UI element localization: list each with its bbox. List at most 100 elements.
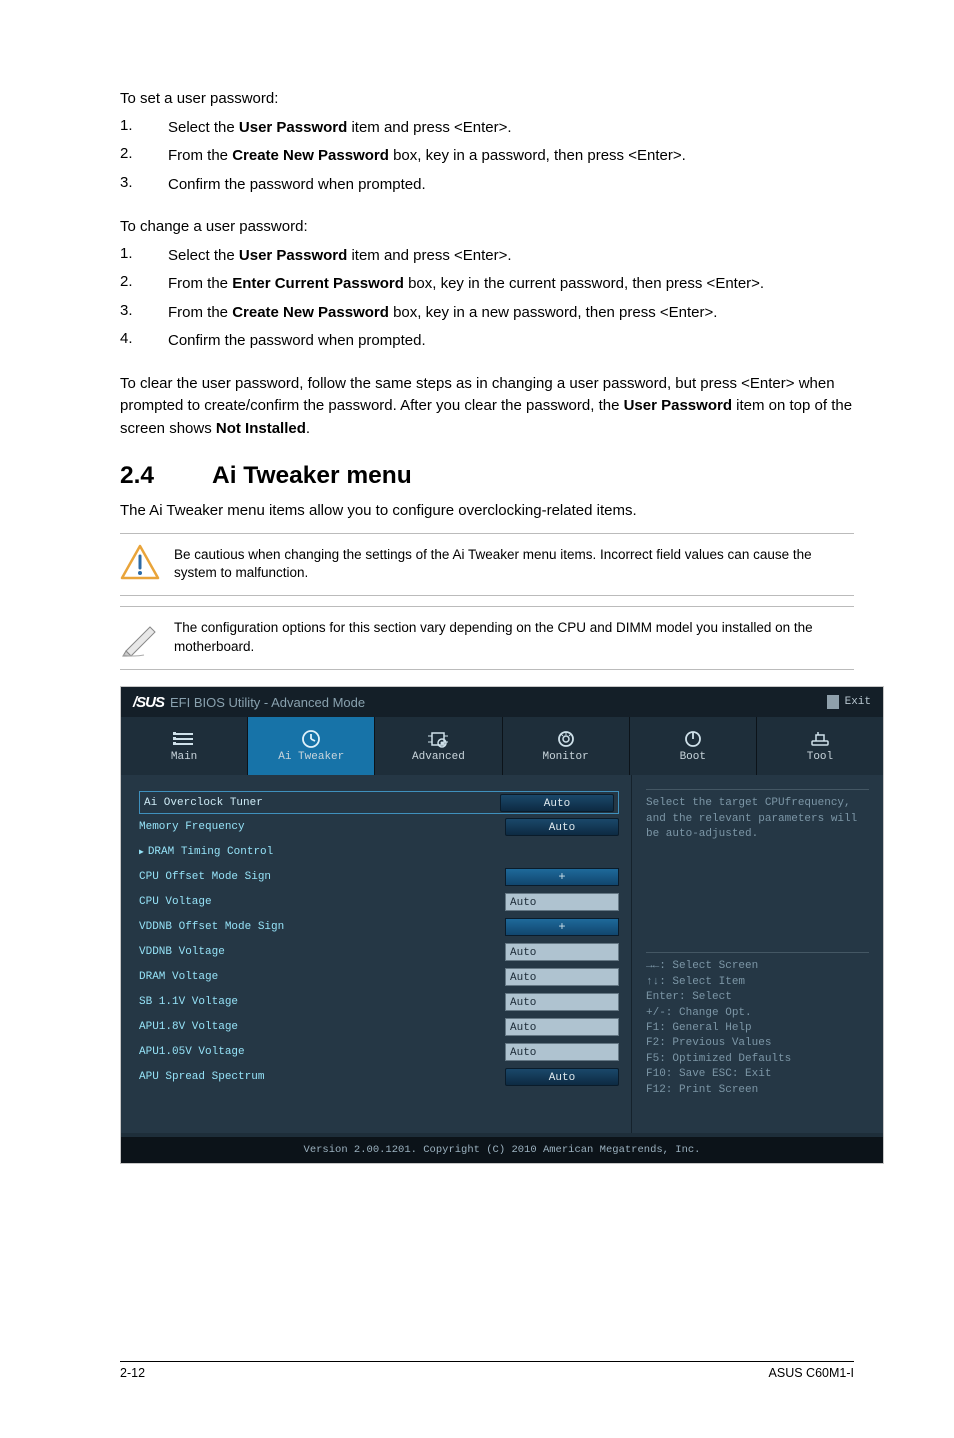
tab-main[interactable]: Main xyxy=(121,717,248,775)
tab-boot[interactable]: Boot xyxy=(630,717,757,775)
setting-value[interactable]: Auto xyxy=(505,1068,619,1086)
page-number: 2-12 xyxy=(120,1366,145,1380)
setting-row[interactable]: APU1.8V VoltageAuto xyxy=(139,1014,619,1039)
setting-row[interactable]: APU1.05V VoltageAuto xyxy=(139,1039,619,1064)
setting-label: APU1.05V Voltage xyxy=(139,1046,505,1058)
setting-label: Ai Overclock Tuner xyxy=(144,797,500,809)
setting-value[interactable]: + xyxy=(505,868,619,886)
bios-header: /SUS EFI BIOS Utility - Advanced Mode Ex… xyxy=(121,687,883,717)
help-line: Enter: Select xyxy=(646,990,869,1005)
step-number: 2. xyxy=(120,145,168,168)
bios-tabs: Main Ai Tweaker Advanced Monitor Boot Tool xyxy=(121,717,883,775)
step-row: 4.Confirm the password when prompted. xyxy=(120,330,854,353)
caution-text: Be cautious when changing the settings o… xyxy=(174,544,854,584)
tool-icon xyxy=(809,730,831,748)
setting-label: VDDNB Voltage xyxy=(139,946,505,958)
bios-footer: Version 2.00.1201. Copyright (C) 2010 Am… xyxy=(121,1137,883,1163)
setting-value[interactable]: Auto xyxy=(505,1018,619,1036)
setting-label: CPU Voltage xyxy=(139,896,505,908)
setting-row[interactable]: VDDNB Offset Mode Sign+ xyxy=(139,914,619,939)
step-row: 3.From the Create New Password box, key … xyxy=(120,302,854,325)
setting-value[interactable]: Auto xyxy=(505,818,619,836)
tab-label: Advanced xyxy=(412,751,465,763)
bios-hint: Select the target CPUfrequency, and the … xyxy=(646,796,869,842)
setting-label: Memory Frequency xyxy=(139,821,505,833)
step-text: From the Enter Current Password box, key… xyxy=(168,273,854,296)
set-pw-intro: To set a user password: xyxy=(120,88,854,111)
tab-label: Monitor xyxy=(542,751,588,763)
step-row: 3.Confirm the password when prompted. xyxy=(120,174,854,197)
tab-label: Boot xyxy=(680,751,706,763)
help-line: F5: Optimized Defaults xyxy=(646,1052,869,1067)
setting-row[interactable]: DRAM VoltageAuto xyxy=(139,964,619,989)
step-text: Select the User Password item and press … xyxy=(168,245,854,268)
note-callout: The configuration options for this secti… xyxy=(120,606,854,670)
setting-row[interactable]: DRAM Timing Control xyxy=(139,839,619,864)
step-row: 1.Select the User Password item and pres… xyxy=(120,245,854,268)
setting-value[interactable]: Auto xyxy=(505,893,619,911)
step-number: 3. xyxy=(120,302,168,325)
tab-advanced[interactable]: Advanced xyxy=(375,717,502,775)
setting-value[interactable]: Auto xyxy=(500,794,614,812)
clear-pw-para: To clear the user password, follow the s… xyxy=(120,373,854,441)
bios-help-panel: Select the target CPUfrequency, and the … xyxy=(631,775,883,1133)
setting-row[interactable]: Memory FrequencyAuto xyxy=(139,814,619,839)
step-row: 2.From the Enter Current Password box, k… xyxy=(120,273,854,296)
setting-label: DRAM Voltage xyxy=(139,971,505,983)
monitor-icon xyxy=(555,730,577,748)
step-number: 2. xyxy=(120,273,168,296)
setting-row[interactable]: CPU Offset Mode Sign+ xyxy=(139,864,619,889)
page-footer: 2-12 ASUS C60M1-I xyxy=(120,1361,854,1380)
menu-icon xyxy=(173,730,195,748)
step-number: 1. xyxy=(120,245,168,268)
note-text: The configuration options for this secti… xyxy=(174,617,854,657)
setting-row[interactable]: SB 1.1V VoltageAuto xyxy=(139,989,619,1014)
help-line: F2: Previous Values xyxy=(646,1036,869,1051)
setting-row[interactable]: Ai Overclock TunerAuto xyxy=(139,791,619,814)
setting-value[interactable]: Auto xyxy=(505,1043,619,1061)
help-line: F1: General Help xyxy=(646,1021,869,1036)
tab-label: Main xyxy=(171,751,197,763)
setting-label: APU1.8V Voltage xyxy=(139,1021,505,1033)
tab-label: Tool xyxy=(807,751,833,763)
change-pw-intro: To change a user password: xyxy=(120,216,854,239)
step-row: 1.Select the User Password item and pres… xyxy=(120,117,854,140)
step-text: From the Create New Password box, key in… xyxy=(168,302,854,325)
caution-icon xyxy=(120,544,174,580)
help-line: →←: Select Screen xyxy=(646,959,869,974)
step-number: 1. xyxy=(120,117,168,140)
help-line: ↑↓: Select Item xyxy=(646,975,869,990)
setting-label: SB 1.1V Voltage xyxy=(139,996,505,1008)
step-text: Confirm the password when prompted. xyxy=(168,330,854,353)
clock-icon xyxy=(300,730,322,748)
exit-icon xyxy=(827,695,839,709)
product-name: ASUS C60M1-I xyxy=(769,1366,854,1380)
tab-tool[interactable]: Tool xyxy=(757,717,883,775)
section-heading: 2.4Ai Tweaker menu xyxy=(120,462,854,490)
setting-row[interactable]: APU Spread SpectrumAuto xyxy=(139,1064,619,1089)
setting-value[interactable]: Auto xyxy=(505,993,619,1011)
bios-screenshot: /SUS EFI BIOS Utility - Advanced Mode Ex… xyxy=(120,686,884,1164)
bios-title: EFI BIOS Utility - Advanced Mode xyxy=(170,695,365,710)
help-line: F10: Save ESC: Exit xyxy=(646,1067,869,1082)
power-icon xyxy=(682,730,704,748)
setting-value[interactable]: + xyxy=(505,918,619,936)
setting-value[interactable]: Auto xyxy=(505,968,619,986)
setting-row[interactable]: CPU VoltageAuto xyxy=(139,889,619,914)
setting-row[interactable]: VDDNB VoltageAuto xyxy=(139,939,619,964)
step-number: 4. xyxy=(120,330,168,353)
setting-label: APU Spread Spectrum xyxy=(139,1071,505,1083)
tab-monitor[interactable]: Monitor xyxy=(503,717,630,775)
tab-ai-tweaker[interactable]: Ai Tweaker xyxy=(248,717,375,775)
setting-label: VDDNB Offset Mode Sign xyxy=(139,921,505,933)
step-text: Select the User Password item and press … xyxy=(168,117,854,140)
setting-label: CPU Offset Mode Sign xyxy=(139,871,505,883)
section-intro: The Ai Tweaker menu items allow you to c… xyxy=(120,500,854,523)
step-text: Confirm the password when prompted. xyxy=(168,174,854,197)
asus-logo: /SUS xyxy=(133,694,164,711)
exit-button[interactable]: Exit xyxy=(827,695,871,709)
step-row: 2.From the Create New Password box, key … xyxy=(120,145,854,168)
bios-settings: Ai Overclock TunerAutoMemory FrequencyAu… xyxy=(121,775,631,1133)
chip-icon xyxy=(427,730,449,748)
setting-value[interactable]: Auto xyxy=(505,943,619,961)
